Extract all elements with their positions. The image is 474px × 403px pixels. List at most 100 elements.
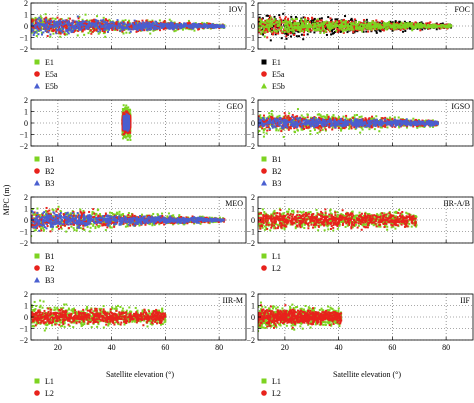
point-e5b xyxy=(97,27,100,30)
point-e5b xyxy=(350,25,353,28)
point-e5b xyxy=(169,24,172,27)
point-e5a xyxy=(81,29,84,32)
y-tick-label: 2 xyxy=(251,0,255,8)
point-e5b xyxy=(261,21,264,24)
point-e5a xyxy=(304,16,307,19)
point-e5b xyxy=(217,25,220,28)
point-e5a xyxy=(98,24,101,27)
point-e1 xyxy=(152,29,155,32)
point-e5b xyxy=(301,23,304,26)
point-e1 xyxy=(76,34,79,37)
point-e5b xyxy=(300,18,303,21)
point-e1 xyxy=(350,17,353,20)
point-e1 xyxy=(261,28,264,31)
point-e1 xyxy=(99,31,102,34)
point-e1 xyxy=(374,29,377,32)
point-e1 xyxy=(339,30,342,33)
point-e5b xyxy=(63,23,66,26)
point-e5b xyxy=(420,26,423,29)
point-e5b xyxy=(345,24,348,27)
point-e5a xyxy=(77,29,80,32)
point-b1 xyxy=(124,132,127,135)
point-e5b xyxy=(275,30,278,33)
point-e1 xyxy=(408,21,411,24)
point-e5b xyxy=(297,28,300,31)
point-e1 xyxy=(299,22,302,25)
point-e5a xyxy=(168,22,171,25)
point-e5b xyxy=(340,22,343,25)
point-e5a xyxy=(61,21,64,24)
point-e5b xyxy=(360,28,363,31)
point-e5b xyxy=(145,28,148,31)
point-e5b xyxy=(301,26,304,29)
point-e1 xyxy=(312,19,315,22)
point-e5b xyxy=(43,27,46,30)
point-e5a xyxy=(381,27,384,30)
point-e5b xyxy=(318,27,321,30)
point-e5a xyxy=(398,22,401,25)
y-axis-label: MPC (m) xyxy=(2,184,11,215)
point-e5b xyxy=(148,26,151,29)
point-e1 xyxy=(421,28,424,31)
point-e5b xyxy=(327,25,330,28)
point-e5b xyxy=(432,23,435,26)
point-e5b xyxy=(85,21,88,24)
point-e5b xyxy=(430,26,433,29)
point-e5a xyxy=(381,28,384,31)
point-e1 xyxy=(290,31,293,34)
point-e5b xyxy=(85,27,88,30)
point-e5a xyxy=(302,34,305,37)
point-e5a xyxy=(31,20,33,23)
point-e5b xyxy=(204,23,207,26)
point-e5b xyxy=(325,20,328,23)
point-e5b xyxy=(428,25,431,28)
point-e5b xyxy=(145,25,148,28)
point-e5b xyxy=(120,26,123,29)
point-e5b xyxy=(38,24,41,27)
y-tick-label: 1 xyxy=(251,11,255,20)
point-e5a xyxy=(58,25,61,28)
point-e5a xyxy=(91,19,94,22)
point-e5b xyxy=(171,22,174,25)
point-e5b xyxy=(46,28,49,31)
point-e1 xyxy=(300,33,303,36)
point-e5b xyxy=(264,25,267,28)
point-e5b xyxy=(132,28,135,31)
point-e5b xyxy=(276,20,279,23)
point-e5a xyxy=(263,24,266,27)
point-e5b xyxy=(366,27,369,30)
point-e1 xyxy=(109,19,112,22)
point-e5b xyxy=(317,22,320,25)
point-e5b xyxy=(96,19,99,22)
point-e5b xyxy=(261,30,264,33)
point-e5a xyxy=(323,29,326,32)
point-e5a xyxy=(352,25,355,28)
point-e1 xyxy=(147,27,150,30)
point-e5b xyxy=(324,29,327,32)
point-e5b xyxy=(56,20,59,23)
point-e5b xyxy=(268,29,271,32)
point-e5b xyxy=(73,28,76,31)
point-e5a xyxy=(83,28,86,31)
point-e5a xyxy=(149,21,152,24)
point-e5a xyxy=(264,24,267,27)
point-e5b xyxy=(320,22,323,25)
point-e5b xyxy=(120,27,123,30)
legend-marker-e5b xyxy=(34,83,40,89)
point-e5b xyxy=(358,21,361,24)
point-e5b xyxy=(42,23,45,26)
point-e5a xyxy=(159,29,162,32)
point-e5a xyxy=(338,29,341,32)
point-b1 xyxy=(128,136,131,139)
point-e5b xyxy=(264,31,267,34)
point-e5b xyxy=(39,18,42,21)
point-e5b xyxy=(335,23,338,26)
point-e1 xyxy=(313,31,316,34)
point-e1 xyxy=(151,19,154,22)
point-e5b xyxy=(270,16,273,19)
point-e5a xyxy=(308,27,311,30)
point-e5b xyxy=(361,26,364,29)
point-e5a xyxy=(274,28,277,31)
point-e1 xyxy=(102,16,105,19)
